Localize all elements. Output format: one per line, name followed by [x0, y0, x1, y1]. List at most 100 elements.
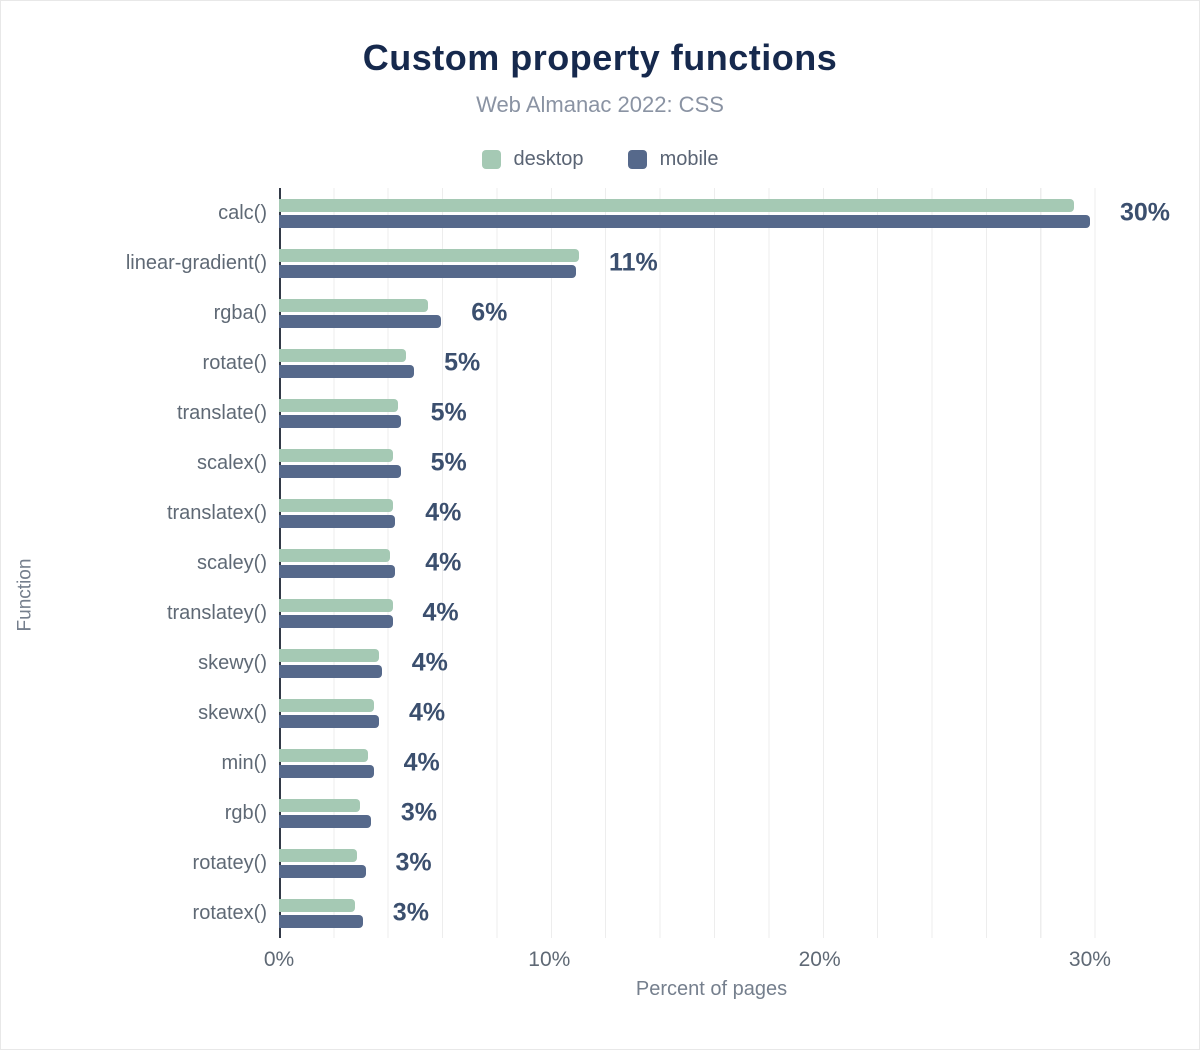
bar-group: 4%: [279, 688, 1144, 738]
value-label: 5%: [430, 448, 467, 477]
chart-row: translatex() 4%: [49, 488, 1144, 538]
mobile-bar: [279, 764, 374, 778]
chart-row: calc() 30%: [49, 188, 1170, 238]
bar-group: 5%: [279, 438, 1144, 488]
chart-row: skewx() 4%: [49, 688, 1144, 738]
legend-item-mobile[interactable]: mobile: [627, 147, 719, 171]
bar-group: 4%: [279, 538, 1144, 588]
legend: desktop mobile: [1, 146, 1199, 172]
value-label: 3%: [395, 848, 432, 877]
value-label: 4%: [422, 598, 459, 627]
value-label: 5%: [444, 348, 481, 377]
value-label: 4%: [403, 748, 440, 777]
plot-section: calc() 30% linear-gradient() 11% rgba() 6% rot…: [49, 188, 1170, 1001]
desktop-bar: [279, 498, 393, 512]
chart-row: rgb() 3%: [49, 788, 1144, 838]
mobile-bar: [279, 614, 393, 628]
x-tick-label: 0%: [263, 948, 295, 971]
chart-row: min() 4%: [49, 738, 1144, 788]
category-label: skewy(): [198, 651, 267, 674]
x-tick-label: 10%: [528, 948, 571, 971]
desktop-bar: [279, 298, 428, 312]
chart-title: Custom property functions: [362, 37, 838, 78]
mobile-bar: [279, 864, 366, 878]
legend-item-desktop[interactable]: desktop: [481, 147, 584, 171]
value-label: 11%: [609, 248, 658, 277]
chart-row: translate() 5%: [49, 388, 1144, 438]
chart-area: Function calc() 30% linear-gradient() 11% rg…: [1, 188, 1199, 1001]
legend-label-desktop: desktop: [513, 147, 584, 170]
mobile-bar: [279, 264, 577, 278]
plot-rows: calc() 30% linear-gradient() 11% rgba() 6% rot…: [49, 188, 1170, 938]
category-label: translatex(): [166, 501, 267, 524]
bar-group: 3%: [279, 838, 1144, 888]
mobile-bar: [279, 364, 415, 378]
category-label: rotatex(): [192, 901, 267, 924]
x-tick-label: 30%: [1068, 948, 1111, 971]
x-tick-label: 20%: [798, 948, 841, 971]
value-label: 4%: [411, 648, 448, 677]
mobile-bar: [279, 314, 442, 328]
mobile-bar: [279, 714, 380, 728]
category-label: scalex(): [196, 451, 267, 474]
chart-subtitle: Web Almanac 2022: CSS: [476, 92, 724, 117]
mobile-bar: [279, 214, 1090, 228]
chart-row: rotatey() 3%: [49, 838, 1144, 888]
desktop-bar: [279, 548, 390, 562]
mobile-bar: [279, 464, 401, 478]
mobile-bar: [279, 514, 396, 528]
desktop-bar: [279, 398, 398, 412]
desktop-bar: [279, 198, 1074, 212]
chart-row: scaley() 4%: [49, 538, 1144, 588]
y-axis-title-column: Function: [1, 188, 49, 1001]
value-label: 4%: [425, 498, 462, 527]
value-label: 3%: [392, 898, 429, 927]
mobile-bar: [279, 414, 401, 428]
y-axis-line: [279, 188, 281, 938]
bar-group: 4%: [279, 738, 1144, 788]
mobile-swatch-icon: [627, 149, 647, 169]
value-label: 30%: [1119, 198, 1170, 227]
category-label: calc(): [218, 201, 267, 224]
desktop-bar: [279, 748, 369, 762]
desktop-bar: [279, 348, 407, 362]
bar-group: 6%: [279, 288, 1144, 338]
bar-group: 11%: [279, 238, 1144, 288]
category-label: min(): [221, 751, 267, 774]
x-axis: 0% 10% 20% 30%: [264, 938, 1144, 974]
mobile-bar: [279, 664, 382, 678]
category-label: rgba(): [213, 301, 267, 324]
bar-group: 30%: [279, 188, 1170, 238]
bar-group: 4%: [279, 588, 1144, 638]
desktop-bar: [279, 448, 393, 462]
bar-group: 3%: [279, 788, 1144, 838]
chart-row: scalex() 5%: [49, 438, 1144, 488]
category-label: skewx(): [198, 701, 267, 724]
desktop-bar: [279, 648, 380, 662]
mobile-bar: [279, 814, 371, 828]
chart-row: skewy() 4%: [49, 638, 1144, 688]
category-label: rotatey(): [192, 851, 267, 874]
bar-group: 4%: [279, 638, 1144, 688]
gridlines: [279, 188, 1144, 938]
value-label: 4%: [425, 548, 462, 577]
category-label: rotate(): [202, 351, 267, 374]
bar-group: 4%: [279, 488, 1144, 538]
bar-group: 3%: [279, 888, 1144, 938]
chart-row: rotate() 5%: [49, 338, 1144, 388]
desktop-swatch-icon: [481, 149, 501, 169]
category-label: rgb(): [224, 801, 267, 824]
category-label: scaley(): [196, 551, 267, 574]
value-label: 6%: [471, 298, 508, 327]
mobile-bar: [279, 914, 363, 928]
value-label: 4%: [409, 698, 446, 727]
value-label: 5%: [430, 398, 467, 427]
desktop-bar: [279, 848, 358, 862]
legend-label-mobile: mobile: [659, 147, 719, 170]
desktop-bar: [279, 598, 393, 612]
desktop-bar: [279, 248, 580, 262]
category-label: linear-gradient(): [125, 251, 267, 274]
x-axis-title: Percent of pages: [635, 978, 788, 1000]
bar-group: 5%: [279, 338, 1144, 388]
